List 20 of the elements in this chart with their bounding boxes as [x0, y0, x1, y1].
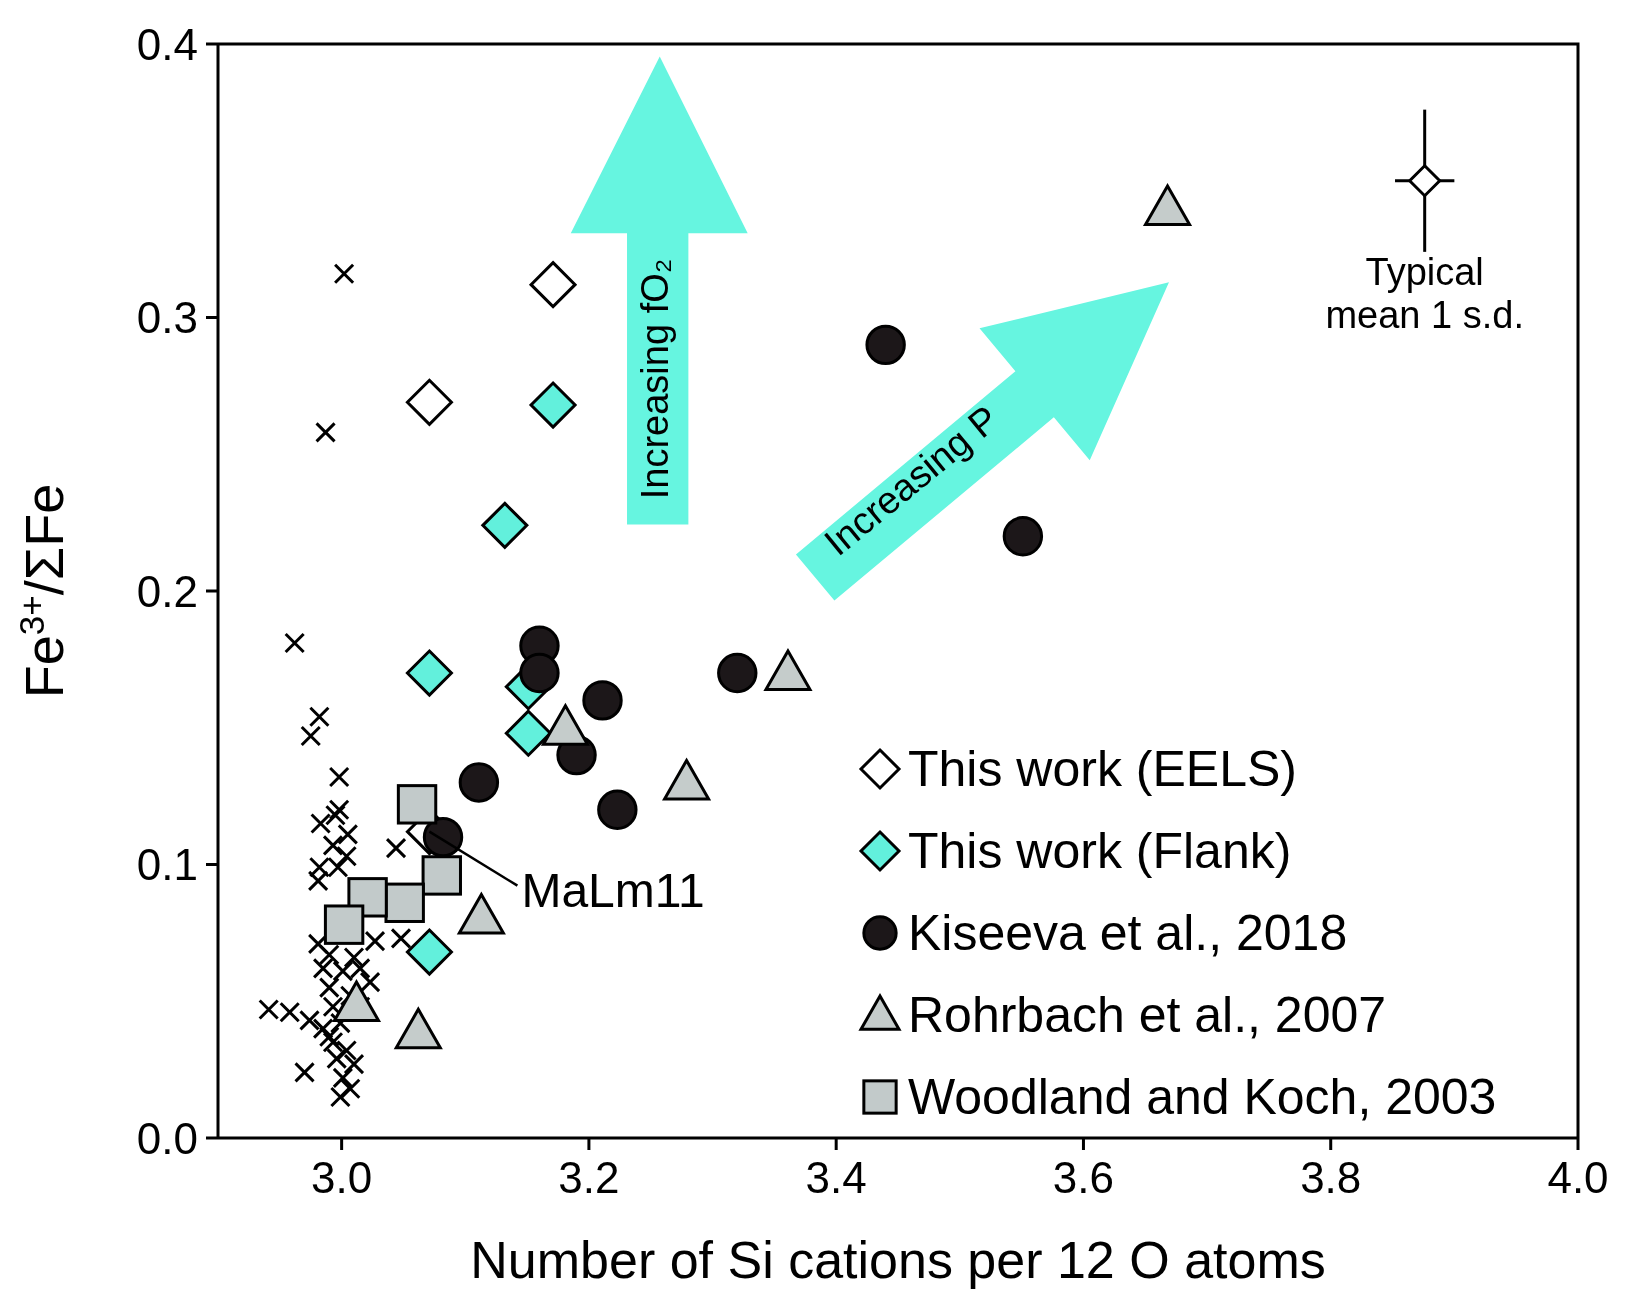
legend-label: Rohrbach et al., 2007: [908, 986, 1387, 1044]
legend-label: Kiseeva et al., 2018: [908, 904, 1348, 962]
y-tick-label: 0.4: [136, 19, 198, 69]
x-tick-label: 4.0: [1547, 1153, 1609, 1203]
legend-label: Woodland and Koch, 2003: [908, 1068, 1497, 1126]
x-tick-label: 3.0: [311, 1153, 373, 1203]
x-tick-label: 3.4: [805, 1153, 867, 1203]
x-tick-label: 3.8: [1300, 1153, 1362, 1203]
y-tick-label: 0.0: [136, 1113, 198, 1163]
text: Typical mean 1 s.d.: [1324, 250, 1525, 339]
x-tick-label: 3.2: [558, 1153, 620, 1203]
x-axis-title: Number of Si cations per 12 O atoms: [470, 1231, 1326, 1289]
annotation: Increasing fO₂: [633, 258, 676, 500]
x-tick-label: 3.6: [1052, 1153, 1115, 1203]
legend-label: This work (EELS): [908, 740, 1297, 798]
y-tick-label: 0.3: [136, 293, 198, 343]
annotation: MaLm11: [521, 863, 705, 917]
legend-label: This work (Flank): [908, 822, 1292, 880]
y-tick-label: 0.1: [136, 840, 198, 890]
y-tick-label: 0.2: [136, 566, 198, 616]
